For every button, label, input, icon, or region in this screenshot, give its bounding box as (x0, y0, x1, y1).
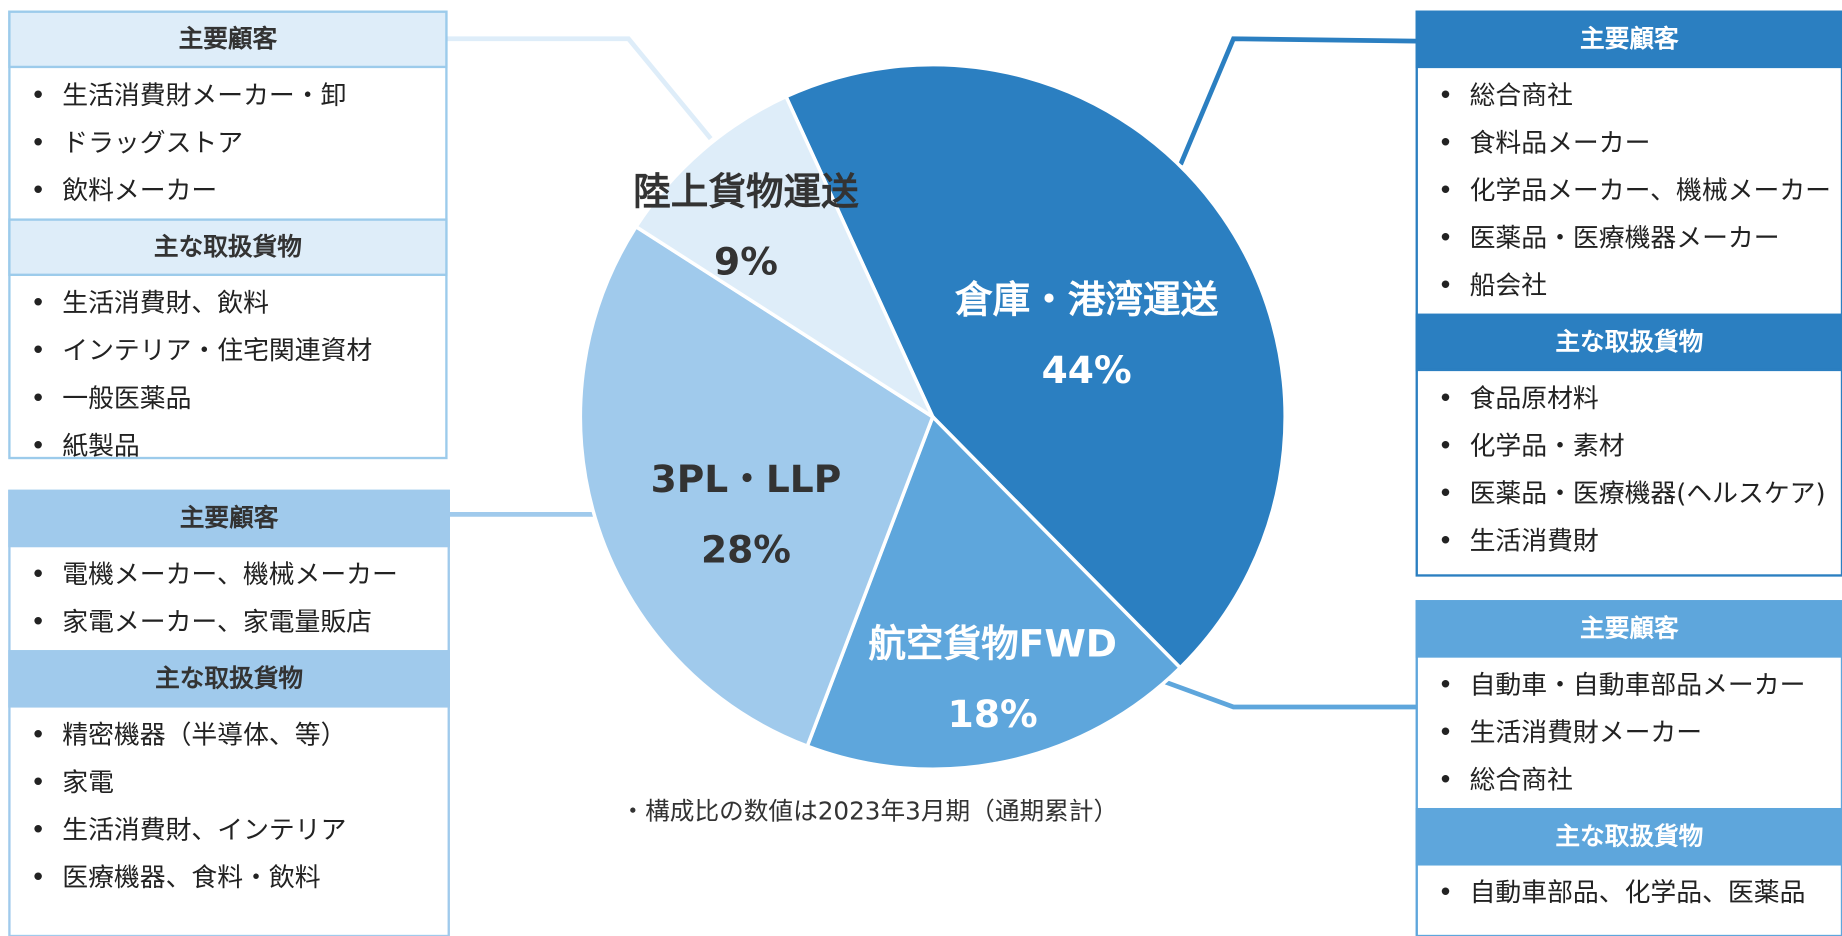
slice-value-label: 44% (1042, 348, 1132, 392)
bullet: • (31, 384, 46, 414)
panel-item: 飲料メーカー (62, 176, 217, 206)
panel-item: ドラッグストア (62, 128, 243, 158)
panel-header (1415, 313, 1842, 372)
panel-item: インテリア・住宅関連資材 (62, 336, 372, 366)
panel-item: 化学品・素材 (1470, 431, 1625, 461)
slice-value-label: 28% (701, 527, 791, 571)
panel-item: 一般医薬品 (62, 384, 191, 414)
panel-heading: 主な取扱貨物 (154, 232, 302, 261)
bullet: • (1438, 878, 1453, 908)
panel-item: 医薬品・医療機器メーカー (1470, 223, 1780, 253)
panel-header (8, 218, 448, 276)
bullet: • (31, 81, 46, 111)
bullet: • (31, 128, 46, 158)
panel-item: 生活消費財メーカー (1470, 718, 1702, 748)
pie-slice (578, 224, 935, 749)
panel-heading: 主な取扱貨物 (155, 663, 303, 692)
connector (446, 36, 713, 141)
bullet: • (31, 431, 46, 461)
bullet: • (31, 815, 46, 845)
panel-item: 精密機器（半導体、等） (62, 720, 346, 750)
bullet: • (1438, 128, 1453, 158)
pie-slice (783, 62, 1287, 671)
panel-item: 家電メーカー、家電量販店 (62, 608, 372, 638)
panel-item: 医薬品・医療機器(ヘルスケア) (1470, 479, 1826, 509)
bullet: • (1438, 765, 1453, 795)
bullet: • (1438, 176, 1453, 206)
bullet: • (1438, 479, 1453, 509)
panel-item: 自動車部品、化学品、医薬品 (1470, 878, 1806, 908)
bullet: • (31, 560, 46, 590)
bullet: • (31, 863, 46, 893)
note: ・構成比の数値は2023年3月期（通期累計） (620, 797, 1118, 826)
panel-item: 船会社 (1470, 271, 1547, 301)
panel-heading: 主要顧客 (180, 503, 279, 532)
panel-item: 食料品メーカー (1470, 128, 1651, 158)
panel-border (1415, 10, 1842, 577)
slice-label: 陸上貨物運送 (633, 169, 859, 213)
bullet: • (31, 768, 46, 798)
pie-slice (633, 94, 937, 422)
panel-item: 生活消費財、飲料 (62, 289, 269, 319)
panel-item: 食品原材料 (1470, 384, 1599, 414)
panel-header (8, 10, 448, 69)
bullet: • (1438, 670, 1453, 700)
bullet: • (31, 608, 46, 638)
bullet: • (31, 176, 46, 206)
panel-heading: 主な取扱貨物 (1555, 327, 1703, 356)
info-panel: 主要顧客 • 総合商社 • 食料品メーカー • 化学品メーカー、機械メーカー • 医薬品・医療機… (1415, 10, 1842, 577)
panel-heading: 主要顧客 (179, 24, 278, 53)
panel-item: 化学品メーカー、機械メーカー (1470, 176, 1831, 206)
slice-label: 倉庫・港湾運送 (954, 277, 1219, 321)
bullet: • (1438, 384, 1453, 414)
panel-item: 総合商社 (1470, 765, 1573, 795)
bullet: • (1438, 526, 1453, 556)
panel-item: 自動車・自動車部品メーカー (1470, 670, 1806, 700)
slice-label: 航空貨物FWD (868, 621, 1117, 665)
panel-heading: 主要顧客 (1580, 613, 1679, 642)
panel-item: 生活消費財メーカー・卸 (62, 81, 346, 111)
panel-header (8, 650, 450, 708)
panel-item: 生活消費財 (1470, 526, 1599, 556)
connectors (446, 36, 1417, 710)
bullet: • (31, 336, 46, 366)
panel-header (1415, 807, 1842, 866)
panel-heading: 主要顧客 (1580, 24, 1679, 53)
panel-item: 総合商社 (1470, 81, 1573, 111)
slice-value-label: 18% (948, 692, 1038, 736)
panel-heading: 主な取扱貨物 (1555, 821, 1703, 850)
panel-item: 紙製品 (62, 431, 139, 461)
panel-item: 生活消費財、インテリア (62, 815, 346, 845)
panel-item: 電機メーカー、機械メーカー (62, 560, 398, 590)
bullet: • (1438, 431, 1453, 461)
panel-border (8, 489, 450, 936)
panel-header (1415, 10, 1842, 69)
panel-header (1415, 600, 1842, 658)
slice-value-label: 9% (714, 240, 778, 284)
connector (1178, 36, 1417, 166)
bullet: • (1438, 271, 1453, 301)
bullet: • (1438, 81, 1453, 111)
panel-item: 家電 (62, 768, 114, 798)
slice-label: 3PL・LLP (651, 457, 842, 501)
panel-header (8, 489, 450, 548)
connector (1162, 678, 1417, 710)
bullet: • (1438, 718, 1453, 748)
bullet: • (31, 289, 46, 319)
bullet: • (1438, 223, 1453, 253)
panel-item: 医療機器、食料・飲料 (62, 863, 320, 893)
bullet: • (31, 720, 46, 750)
